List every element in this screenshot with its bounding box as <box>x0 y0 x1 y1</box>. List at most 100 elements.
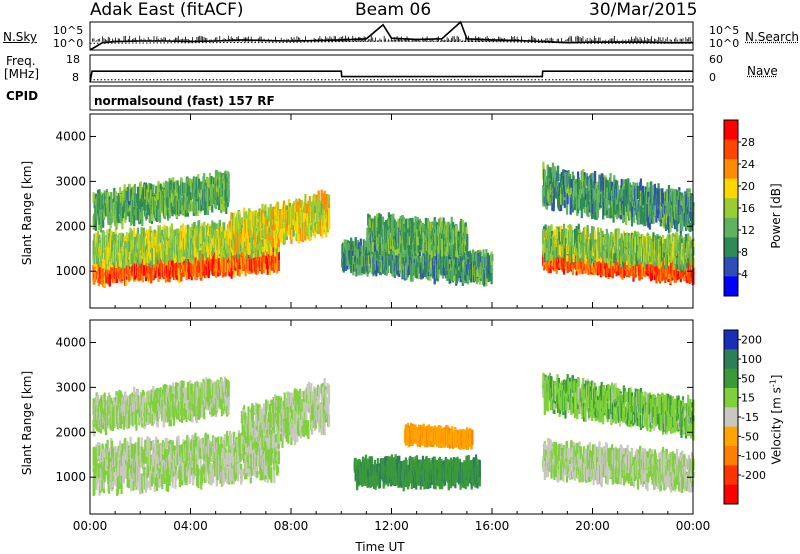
power-cell <box>466 237 469 255</box>
power-cell <box>161 229 164 236</box>
power-cell <box>275 214 278 233</box>
power-cell <box>228 222 231 241</box>
power-cell <box>188 195 191 206</box>
power-cell <box>136 250 139 258</box>
power-cell <box>133 237 136 254</box>
power-cell <box>154 267 157 278</box>
power-cell <box>272 206 275 225</box>
power-cell <box>94 214 97 231</box>
power-cell <box>99 264 102 274</box>
power-cell <box>144 199 147 217</box>
power-cell <box>210 176 213 185</box>
power-cell <box>240 225 243 234</box>
power-cell <box>223 230 226 238</box>
power-cell <box>142 260 145 276</box>
power-cell <box>99 213 103 233</box>
power-cell <box>237 220 240 240</box>
power-cell <box>164 199 167 216</box>
power-cell <box>325 219 328 238</box>
power-cell <box>368 236 371 252</box>
power-cell <box>277 218 280 227</box>
power-cell <box>228 220 232 229</box>
power-cell <box>97 255 100 264</box>
power-cell <box>172 229 176 243</box>
power-cell <box>220 231 223 239</box>
power-cell <box>92 192 95 203</box>
power-cell <box>143 252 146 265</box>
power-cell <box>166 227 169 238</box>
power-cell <box>381 216 385 236</box>
power-cell <box>196 200 199 216</box>
power-cell <box>211 198 214 213</box>
power-cell <box>225 173 228 188</box>
power-cell <box>179 249 182 263</box>
power-cell <box>119 251 122 267</box>
power-cell <box>167 205 170 219</box>
power-cell <box>297 226 300 244</box>
power-cell <box>178 263 181 283</box>
power-cell <box>363 260 366 275</box>
power-cell <box>205 259 208 275</box>
power-cell <box>128 211 131 223</box>
power-cell <box>108 269 111 286</box>
power-cell <box>165 248 168 266</box>
power-cell <box>318 200 321 219</box>
power-cell <box>407 218 410 231</box>
power-cell <box>236 231 239 251</box>
power-cell <box>243 212 246 223</box>
power-cell <box>240 217 243 225</box>
power-cell <box>172 192 175 207</box>
power-cell <box>291 229 294 240</box>
power-cell <box>198 243 201 262</box>
power-cell <box>139 254 142 262</box>
power-cell <box>378 212 381 233</box>
power-cell <box>203 173 206 192</box>
power-cell <box>262 239 265 247</box>
power-cell <box>327 194 331 205</box>
power-cell <box>200 199 203 211</box>
power-cell <box>272 244 275 259</box>
power-cell <box>405 218 408 226</box>
power-cell <box>387 231 390 240</box>
power-cell <box>324 209 327 230</box>
power-cell <box>240 257 243 274</box>
power-cell <box>491 254 494 262</box>
power-cell <box>202 263 205 273</box>
power-cell <box>307 200 310 216</box>
power-cell <box>175 185 178 206</box>
power-cell <box>350 250 353 270</box>
power-cell <box>439 217 442 233</box>
power-cell <box>188 178 191 189</box>
power-cell <box>204 225 207 239</box>
power-cell <box>408 234 411 245</box>
power-cell <box>378 236 382 255</box>
power-cell <box>161 247 165 264</box>
power-cell <box>257 255 260 268</box>
power-cell <box>218 219 221 239</box>
power-cell <box>172 241 176 253</box>
power-cell <box>226 235 229 254</box>
freq-line <box>89 70 693 83</box>
power-cell <box>371 239 374 252</box>
power-cell <box>358 256 361 276</box>
power-cell <box>195 176 198 195</box>
power-cell <box>145 212 148 220</box>
power-cell <box>119 238 122 249</box>
power-cell <box>373 254 376 272</box>
power-cell <box>198 196 201 211</box>
power-cell <box>233 212 236 232</box>
power-cell <box>197 185 200 199</box>
power-cell <box>400 243 403 253</box>
power-cell <box>360 245 363 253</box>
power-cell <box>147 205 150 215</box>
power-cell <box>226 255 229 275</box>
power-cell <box>146 189 149 205</box>
power-cell <box>248 236 251 255</box>
power-cell <box>312 207 315 222</box>
power-cell <box>274 232 277 249</box>
power-cell <box>150 252 153 261</box>
power-cells <box>92 161 695 288</box>
power-cell <box>277 232 280 248</box>
power-cell <box>394 232 397 250</box>
